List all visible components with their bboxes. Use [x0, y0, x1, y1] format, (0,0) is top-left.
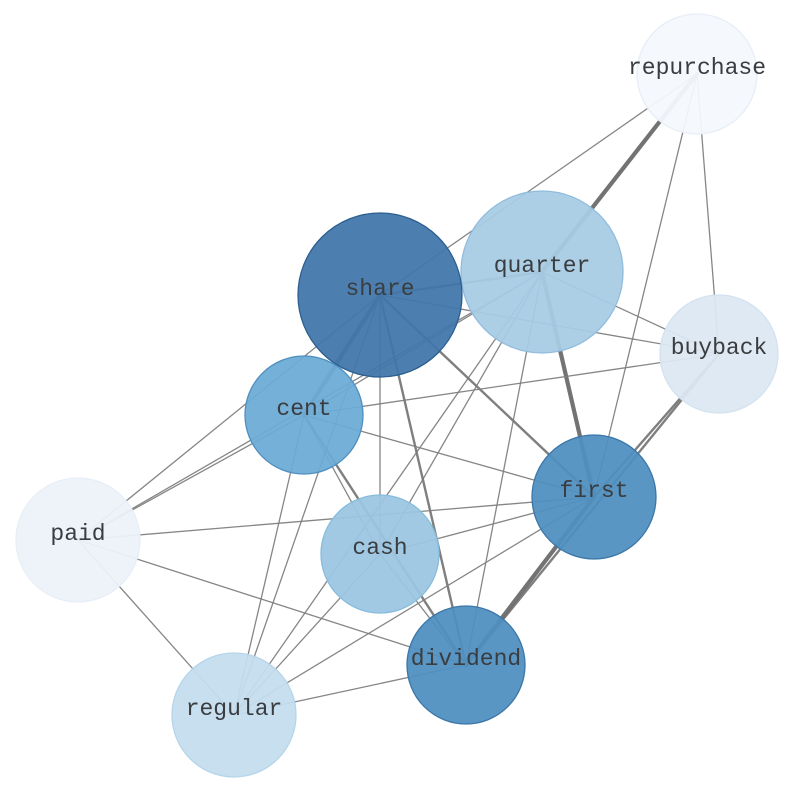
- svg-text:quarter: quarter: [494, 253, 591, 279]
- svg-text:regular: regular: [186, 696, 283, 722]
- svg-text:buyback: buyback: [671, 335, 768, 361]
- svg-text:share: share: [345, 276, 414, 302]
- svg-text:paid: paid: [50, 521, 105, 547]
- svg-text:repurchase: repurchase: [628, 55, 766, 81]
- svg-text:cent: cent: [276, 396, 331, 422]
- svg-text:first: first: [559, 478, 628, 504]
- svg-text:cash: cash: [352, 535, 407, 561]
- svg-text:dividend: dividend: [411, 646, 521, 672]
